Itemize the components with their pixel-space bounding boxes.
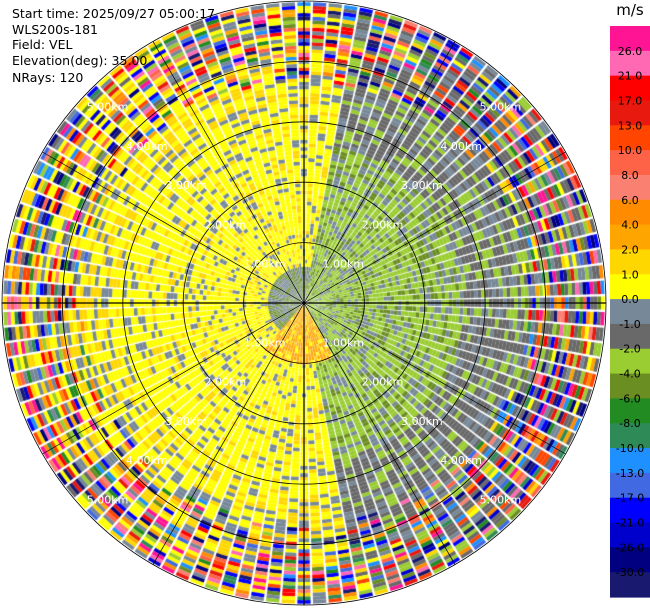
colorbar-swatch xyxy=(610,50,650,77)
range-label-4-1: 4.00km xyxy=(440,140,482,153)
colorbar-unit-label: m/s xyxy=(616,1,644,19)
colorbar-swatch xyxy=(610,174,650,201)
colorbar-swatch xyxy=(610,423,650,449)
range-label-3-3: 3.00km xyxy=(165,415,207,428)
colorbar-swatch xyxy=(610,373,650,399)
nrays-text: NRays: 120 xyxy=(12,70,84,85)
range-label-5-0: 5.00km xyxy=(87,101,129,114)
colorbar-swatch xyxy=(610,150,650,176)
colorbar-tick-label: -17.0 xyxy=(616,492,644,505)
range-label-4-3: 4.00km xyxy=(126,454,168,467)
colorbar-swatch xyxy=(610,299,650,325)
colorbar-swatch xyxy=(610,100,650,126)
colorbar-swatch xyxy=(610,572,650,598)
elevation-text: Elevation(deg): 35.00 xyxy=(12,53,148,68)
colorbar-tick-label: 1.0 xyxy=(621,268,639,281)
colorbar-tick-label: 13.0 xyxy=(618,119,643,132)
colorbar-swatch xyxy=(610,125,650,151)
colorbar-tick-label: 2.0 xyxy=(621,243,639,256)
site-name-text: WLS200s-181 xyxy=(12,22,98,37)
start-time-text: Start time: 2025/09/27 05:00:17 xyxy=(12,6,216,21)
range-label-1-1: 1.00km xyxy=(323,258,365,271)
range-label-2-2: 2.00km xyxy=(362,376,404,389)
range-label-2-3: 2.00km xyxy=(205,376,247,389)
colorbar-tick-label: -26.0 xyxy=(616,541,644,554)
colorbar-tick-label: -10.0 xyxy=(616,442,644,455)
ppi-overlay: 1.00km 1.00km 1.00km 1.00km 2.00km 2.00km 2.00… xyxy=(1,0,607,606)
range-label-5-2: 5.00km xyxy=(480,493,522,506)
colorbar-tick-label: 4.0 xyxy=(621,219,639,232)
colorbar-tick-label: 8.0 xyxy=(621,169,639,182)
azimuth-spoke-210 xyxy=(152,302,305,565)
colorbar-swatch xyxy=(610,448,650,474)
azimuth-spoke-120 xyxy=(303,302,566,455)
azimuth-spoke-330 xyxy=(152,41,305,304)
colorbar-tick-label: -2.0 xyxy=(619,343,640,356)
range-label-1-2: 1.00km xyxy=(323,336,365,349)
azimuth-spoke-30 xyxy=(303,41,456,304)
range-label-5-3: 5.00km xyxy=(87,493,129,506)
range-label-1-3: 1.00km xyxy=(244,336,286,349)
colorbar-swatch xyxy=(610,497,650,524)
azimuth-spoke-300 xyxy=(42,151,305,304)
colorbar-tick-label: -1.0 xyxy=(619,318,640,331)
range-label-1-0: 1.00km xyxy=(244,258,286,271)
colorbar-tick-label: 17.0 xyxy=(618,94,643,107)
colorbar-swatch xyxy=(610,224,650,251)
range-label-2-1: 2.00km xyxy=(362,218,404,231)
colorbar-tick-label: -21.0 xyxy=(616,517,644,530)
colorbar-swatch xyxy=(610,75,650,102)
colorbar-swatch xyxy=(610,348,650,375)
range-label-3-2: 3.00km xyxy=(401,415,443,428)
colorbar-tick-label: -4.0 xyxy=(619,368,640,381)
colorbar-tick-label: -13.0 xyxy=(616,467,644,480)
range-label-5-1: 5.00km xyxy=(480,101,522,114)
colorbar-swatch xyxy=(610,398,650,424)
colorbar-swatch xyxy=(610,522,650,548)
colorbar-swatch xyxy=(610,274,650,300)
colorbar-swatch xyxy=(610,323,650,350)
range-label-3-1: 3.00km xyxy=(401,179,443,192)
azimuth-spoke-240 xyxy=(42,302,305,455)
azimuth-spoke-60 xyxy=(303,151,566,304)
colorbar-tick-label: 26.0 xyxy=(618,45,643,58)
colorbar-tick-label: 0.0 xyxy=(621,293,639,306)
colorbar-tick-label: -8.0 xyxy=(619,417,640,430)
colorbar-tick-label: 10.0 xyxy=(618,144,643,157)
colorbar-swatch xyxy=(610,472,650,499)
colorbar-tick-label: 6.0 xyxy=(621,194,639,207)
colorbar-tick-label: -6.0 xyxy=(619,392,640,405)
velocity-colorbar: m/s 26.0 21.0 17.0 13.0 10.0 8.0 6.0 4.0 2.0 1.0 0… xyxy=(610,1,650,598)
colorbar-swatch xyxy=(610,199,650,226)
field-text: Field: VEL xyxy=(12,37,73,52)
colorbar-swatch xyxy=(610,249,650,275)
range-label-4-0: 4.00km xyxy=(126,140,168,153)
range-label-4-2: 4.00km xyxy=(440,454,482,467)
colorbar-swatch xyxy=(610,26,650,52)
range-label-3-0: 3.00km xyxy=(165,179,207,192)
colorbar-tick-label: 21.0 xyxy=(618,70,643,83)
range-label-2-0: 2.00km xyxy=(205,218,247,231)
azimuth-spoke-150 xyxy=(303,302,456,565)
colorbar-tick-label: -30.0 xyxy=(616,566,644,579)
colorbar-swatch xyxy=(610,547,650,573)
